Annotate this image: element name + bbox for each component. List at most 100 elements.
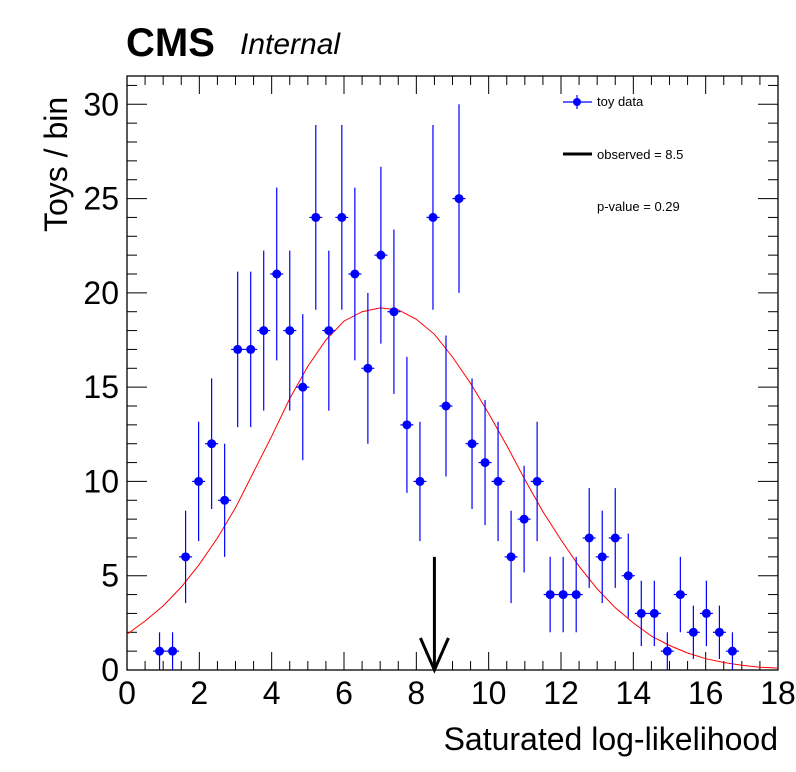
data-point-marker — [610, 533, 620, 543]
fit-curve — [126, 307, 779, 669]
y-tick-label: 20 — [83, 275, 119, 311]
data-point — [361, 292, 375, 444]
data-point-marker — [168, 646, 178, 656]
data-point — [179, 510, 193, 604]
legend-pvalue-label: p-value = 0.29 — [597, 199, 680, 214]
data-point-marker — [376, 250, 386, 260]
data-point — [231, 271, 245, 428]
y-tick-label: 5 — [101, 558, 119, 594]
data-point-marker — [324, 326, 334, 336]
x-axis-title: Saturated log-likelihood — [444, 721, 778, 757]
data-point — [296, 314, 310, 461]
data-point-marker — [207, 439, 217, 449]
data-point-marker — [363, 363, 373, 373]
data-point-marker — [714, 627, 724, 637]
x-tick-label: 4 — [263, 675, 281, 711]
data-point-marker — [259, 326, 269, 336]
data-point-marker — [350, 269, 360, 279]
status-label: Internal — [240, 28, 341, 61]
data-point-marker — [662, 646, 672, 656]
data-point-marker — [441, 401, 451, 411]
data-point — [530, 421, 544, 542]
x-tick-labels: 0 2 4 6 8 10 12 14 16 18 — [118, 675, 796, 711]
data-point — [491, 421, 505, 542]
legend-data-marker — [573, 98, 581, 106]
data-point — [465, 378, 479, 510]
data-point — [374, 166, 388, 344]
data-point-marker — [298, 382, 308, 392]
x-tick-label: 10 — [471, 675, 507, 711]
data-point-marker — [467, 439, 477, 449]
data-point-marker — [584, 533, 594, 543]
data-point — [647, 580, 661, 647]
data-point-marker — [571, 590, 581, 600]
data-point — [270, 187, 284, 361]
data-point — [543, 556, 557, 633]
data-point — [192, 421, 206, 542]
data-point — [426, 125, 440, 310]
observed-arrow — [419, 556, 450, 674]
data-point-marker — [649, 608, 659, 618]
data-point-marker — [155, 646, 165, 656]
data-point-marker — [532, 476, 542, 486]
data-point — [413, 421, 427, 542]
data-point — [335, 125, 349, 310]
data-point-marker — [311, 212, 321, 222]
data-point-marker — [558, 590, 568, 600]
y-tick-label: 0 — [101, 652, 119, 688]
data-point — [517, 465, 531, 573]
x-tick-label: 16 — [688, 675, 724, 711]
data-point — [387, 229, 401, 394]
legend: toy data observed = 8.5 p-value = 0.29 — [563, 94, 683, 214]
data-point-marker — [519, 514, 529, 524]
data-point-marker — [233, 344, 243, 354]
observed-arrow-head — [419, 637, 450, 674]
x-tick-label: 2 — [190, 675, 208, 711]
data-point-marker — [493, 476, 503, 486]
y-tick-label: 15 — [83, 369, 119, 405]
data-point-marker — [623, 571, 633, 581]
data-point — [686, 605, 700, 659]
data-point-marker — [506, 552, 516, 562]
y-tick-labels: 0 5 10 15 20 25 30 — [83, 86, 119, 688]
data-point — [556, 556, 570, 633]
x-tick-label: 14 — [616, 675, 652, 711]
data-point — [322, 250, 336, 411]
data-point-marker — [480, 458, 490, 468]
x-tick-label: 12 — [543, 675, 579, 711]
data-point-marker — [272, 269, 282, 279]
data-point — [153, 632, 167, 670]
data-point — [400, 356, 414, 493]
data-point — [595, 510, 609, 604]
y-axis-title: Toys / bin — [38, 97, 74, 232]
data-point-marker — [701, 608, 711, 618]
data-point — [257, 250, 271, 411]
data-point — [244, 271, 258, 428]
axis-ticks — [126, 76, 779, 671]
data-point — [608, 488, 622, 588]
data-point-marker — [337, 212, 347, 222]
data-point — [309, 125, 323, 310]
data-point — [205, 378, 219, 510]
data-point — [439, 335, 453, 477]
data-point-marker — [454, 194, 464, 204]
legend-data-label: toy data — [597, 94, 644, 109]
data-point-marker — [675, 590, 685, 600]
data-point — [673, 556, 687, 633]
x-tick-label: 8 — [407, 675, 425, 711]
data-point-marker — [181, 552, 191, 562]
data-point — [218, 443, 232, 557]
x-tick-label: 6 — [335, 675, 353, 711]
data-point — [166, 632, 180, 670]
y-tick-label: 10 — [83, 463, 119, 499]
toy-data-points — [153, 104, 739, 670]
data-point — [348, 187, 362, 361]
data-point — [582, 488, 596, 588]
data-point-marker — [285, 326, 295, 336]
data-point — [478, 400, 492, 526]
experiment-label: CMS — [126, 21, 215, 65]
y-tick-label: 25 — [83, 181, 119, 217]
data-point — [660, 632, 674, 670]
data-point — [504, 510, 518, 604]
